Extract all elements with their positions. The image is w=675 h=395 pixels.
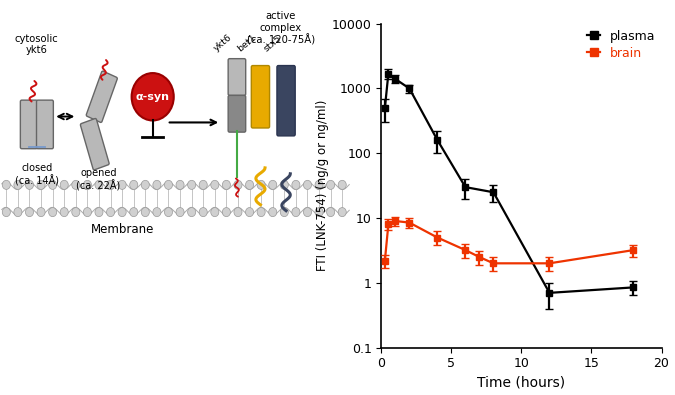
Circle shape — [72, 208, 80, 216]
Circle shape — [257, 180, 265, 190]
Circle shape — [84, 208, 91, 216]
Circle shape — [304, 180, 311, 190]
Circle shape — [165, 180, 173, 190]
Circle shape — [188, 208, 196, 216]
Circle shape — [269, 180, 277, 190]
Circle shape — [2, 180, 10, 190]
Text: α-syn: α-syn — [136, 92, 169, 102]
Text: active
complex
(ca. 120-75Å): active complex (ca. 120-75Å) — [247, 11, 315, 46]
Circle shape — [327, 180, 335, 190]
Circle shape — [292, 208, 300, 216]
Circle shape — [199, 208, 207, 216]
Circle shape — [84, 180, 91, 190]
Circle shape — [14, 180, 22, 190]
Circle shape — [153, 208, 161, 216]
Circle shape — [26, 208, 34, 216]
Circle shape — [234, 208, 242, 216]
Circle shape — [280, 208, 288, 216]
Text: closed
(ca. 14Å): closed (ca. 14Å) — [15, 163, 59, 186]
Circle shape — [37, 208, 45, 216]
FancyBboxPatch shape — [228, 58, 246, 95]
Circle shape — [338, 180, 346, 190]
FancyBboxPatch shape — [36, 100, 53, 149]
FancyBboxPatch shape — [228, 95, 246, 132]
Circle shape — [280, 180, 288, 190]
Circle shape — [257, 208, 265, 216]
FancyBboxPatch shape — [251, 66, 269, 128]
FancyBboxPatch shape — [86, 71, 117, 122]
Y-axis label: FTI (LNK-754) (ng/g or ng/ml): FTI (LNK-754) (ng/g or ng/ml) — [316, 100, 329, 271]
Circle shape — [132, 73, 173, 120]
Text: ykt6: ykt6 — [212, 33, 234, 53]
Text: stx5: stx5 — [262, 33, 284, 53]
Circle shape — [211, 180, 219, 190]
Circle shape — [118, 180, 126, 190]
Text: opened
(ca. 22Å): opened (ca. 22Å) — [76, 168, 120, 191]
Circle shape — [95, 208, 103, 216]
Circle shape — [304, 208, 311, 216]
Circle shape — [118, 208, 126, 216]
Circle shape — [222, 208, 230, 216]
Circle shape — [292, 180, 300, 190]
Text: bet1: bet1 — [236, 32, 258, 53]
Circle shape — [60, 208, 68, 216]
Circle shape — [211, 208, 219, 216]
Circle shape — [37, 180, 45, 190]
Circle shape — [176, 208, 184, 216]
Circle shape — [165, 208, 173, 216]
Circle shape — [338, 208, 346, 216]
Circle shape — [95, 180, 103, 190]
Circle shape — [269, 208, 277, 216]
Text: cytosolic
ykt6: cytosolic ykt6 — [15, 34, 59, 55]
Circle shape — [14, 208, 22, 216]
Circle shape — [327, 208, 335, 216]
Circle shape — [246, 180, 254, 190]
Circle shape — [141, 180, 149, 190]
Circle shape — [234, 180, 242, 190]
Circle shape — [49, 208, 57, 216]
Circle shape — [49, 180, 57, 190]
Circle shape — [246, 208, 254, 216]
Circle shape — [72, 180, 80, 190]
FancyBboxPatch shape — [80, 118, 109, 170]
Circle shape — [315, 180, 323, 190]
Circle shape — [130, 208, 138, 216]
Circle shape — [26, 180, 34, 190]
Circle shape — [107, 208, 115, 216]
FancyBboxPatch shape — [20, 100, 37, 149]
Circle shape — [188, 180, 196, 190]
Circle shape — [315, 208, 323, 216]
Circle shape — [141, 208, 149, 216]
FancyBboxPatch shape — [277, 66, 295, 136]
Circle shape — [199, 180, 207, 190]
Circle shape — [222, 180, 230, 190]
X-axis label: Time (hours): Time (hours) — [477, 376, 566, 390]
Circle shape — [130, 180, 138, 190]
Circle shape — [153, 180, 161, 190]
Circle shape — [60, 180, 68, 190]
Circle shape — [2, 208, 10, 216]
Legend: plasma, brain: plasma, brain — [587, 30, 655, 60]
Text: Membrane: Membrane — [91, 223, 155, 236]
Circle shape — [107, 180, 115, 190]
Circle shape — [176, 180, 184, 190]
